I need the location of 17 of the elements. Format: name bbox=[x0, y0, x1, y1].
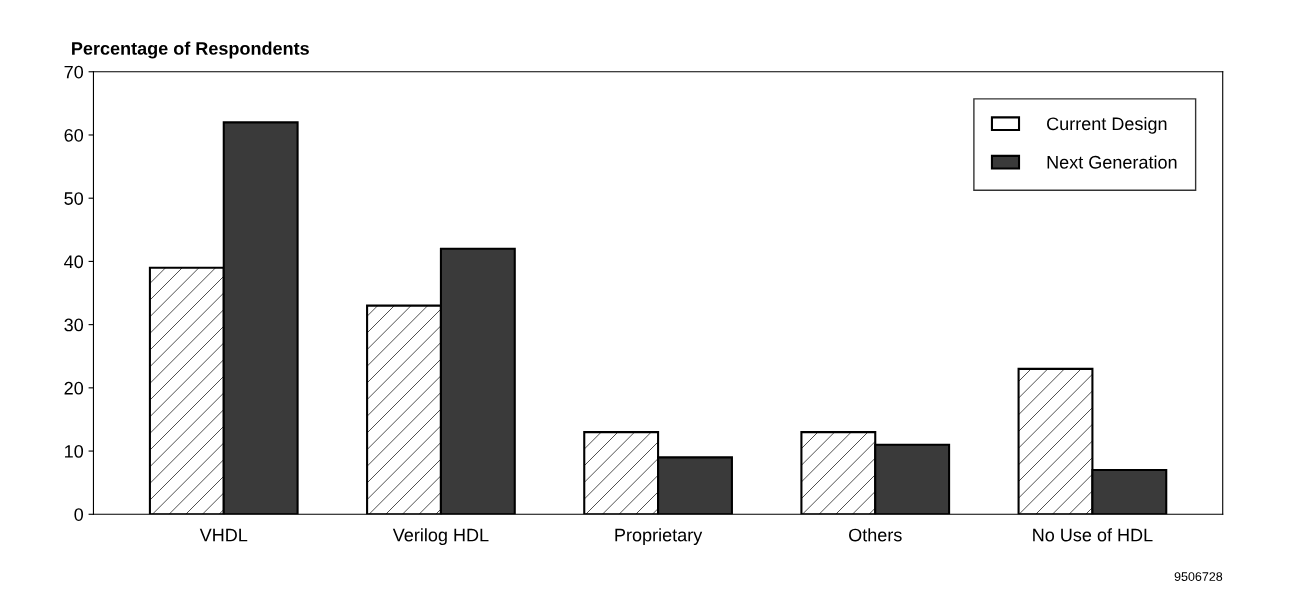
y-tick-label: 10 bbox=[65, 445, 84, 458]
y-tick-label: 40 bbox=[64, 255, 84, 269]
y-axis-title: Percentage of Respondents bbox=[72, 41, 309, 59]
y-tick-label: 50 bbox=[64, 192, 84, 205]
y-tick-label: 60 bbox=[64, 128, 84, 142]
y-tick-label: 70 bbox=[64, 65, 84, 79]
y-tick-label: 20 bbox=[64, 381, 84, 395]
y-tick-label: 30 bbox=[64, 318, 84, 332]
legend-label: Next Generation bbox=[1047, 155, 1177, 169]
x-tick-label: VHDL bbox=[199, 528, 248, 542]
x-tick-label: Verilog HDL bbox=[392, 528, 489, 545]
x-tick-label: No Use of HDL bbox=[1033, 528, 1153, 542]
y-tick-label: 0 bbox=[74, 508, 84, 521]
x-tick-label: Proprietary bbox=[615, 528, 703, 545]
x-tick-label: Others bbox=[849, 528, 902, 542]
text: 9506728 bbox=[1174, 572, 1223, 581]
legend-label: Current Design bbox=[1047, 116, 1167, 134]
